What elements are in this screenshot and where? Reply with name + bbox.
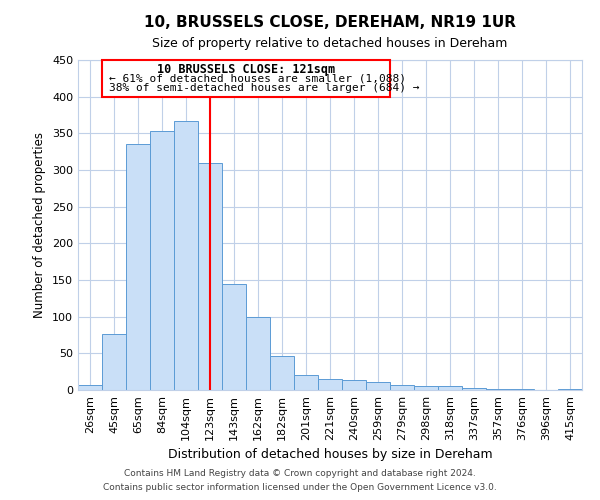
Bar bbox=[78, 385, 102, 390]
Bar bbox=[366, 382, 390, 390]
Text: Contains HM Land Registry data © Crown copyright and database right 2024.: Contains HM Land Registry data © Crown c… bbox=[124, 468, 476, 477]
X-axis label: Distribution of detached houses by size in Dereham: Distribution of detached houses by size … bbox=[167, 448, 493, 462]
Bar bbox=[438, 386, 462, 390]
Bar bbox=[102, 334, 126, 390]
Bar bbox=[486, 388, 510, 390]
Bar bbox=[126, 144, 150, 390]
Bar bbox=[102, 60, 390, 96]
Bar bbox=[174, 121, 198, 390]
Text: 10, BRUSSELS CLOSE, DEREHAM, NR19 1UR: 10, BRUSSELS CLOSE, DEREHAM, NR19 1UR bbox=[144, 15, 516, 30]
Y-axis label: Number of detached properties: Number of detached properties bbox=[34, 132, 46, 318]
Bar bbox=[270, 356, 294, 390]
Bar bbox=[342, 380, 366, 390]
Text: ← 61% of detached houses are smaller (1,088): ← 61% of detached houses are smaller (1,… bbox=[109, 73, 406, 83]
Bar bbox=[150, 131, 174, 390]
Bar bbox=[294, 374, 318, 390]
Text: 38% of semi-detached houses are larger (684) →: 38% of semi-detached houses are larger (… bbox=[109, 84, 420, 94]
Bar bbox=[222, 284, 246, 390]
Bar bbox=[390, 385, 414, 390]
Bar bbox=[558, 388, 582, 390]
Bar bbox=[462, 388, 486, 390]
Bar bbox=[198, 164, 222, 390]
Text: Size of property relative to detached houses in Dereham: Size of property relative to detached ho… bbox=[152, 38, 508, 51]
Text: Contains public sector information licensed under the Open Government Licence v3: Contains public sector information licen… bbox=[103, 484, 497, 492]
Bar bbox=[246, 318, 270, 390]
Text: 10 BRUSSELS CLOSE: 121sqm: 10 BRUSSELS CLOSE: 121sqm bbox=[157, 63, 335, 76]
Bar bbox=[414, 386, 438, 390]
Bar bbox=[318, 379, 342, 390]
